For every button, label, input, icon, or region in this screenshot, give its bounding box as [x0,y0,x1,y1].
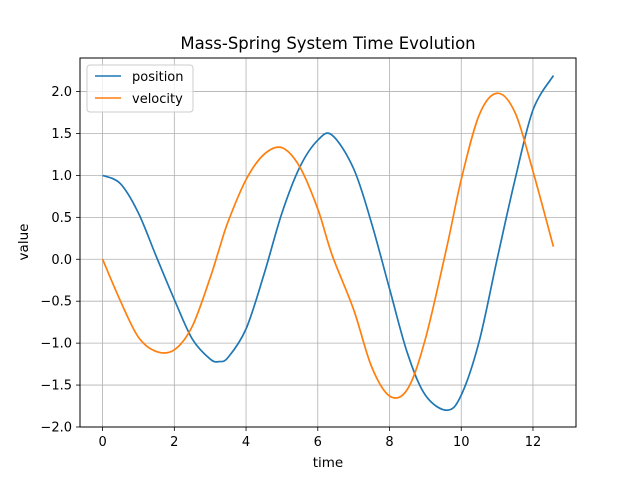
x-axis-label: time [313,455,344,471]
legend-label-velocity: velocity [132,92,183,107]
y-tick-label: 1.0 [51,169,72,184]
y-axis-label: value [16,224,32,261]
x-tick-label: 12 [525,435,542,450]
y-tick-label: −2.0 [40,421,72,436]
legend: position velocity [86,64,194,113]
x-tick-label: 10 [453,435,470,450]
y-tick-label: −0.5 [40,295,72,310]
plot-frame [79,57,577,428]
chart-title: Mass-Spring System Time Evolution [180,34,475,53]
legend-label-position: position [132,70,184,85]
y-tick-label: 1.5 [51,127,72,142]
x-tick-label: 4 [242,435,250,450]
series-layer [101,75,555,412]
y-tick-label: 2.0 [51,85,72,100]
series-line-position [102,75,555,412]
x-tick-label: 0 [98,435,106,450]
series-line-velocity [101,92,555,399]
y-tick-label: −1.0 [40,337,72,352]
x-tick-label: 6 [314,435,322,450]
x-tick-label: 2 [170,435,178,450]
y-tick-label: 0.0 [51,253,72,268]
y-tick-label: 0.5 [51,211,72,226]
x-tick-label: 8 [385,435,393,450]
y-tick-label: −1.5 [40,379,72,394]
tick-layer: 0 2 4 6 8 10 12 −2.0 −1.5 −1.0 −0.5 0.0 0.5 1.0 1.5 2.0 [40,85,541,450]
